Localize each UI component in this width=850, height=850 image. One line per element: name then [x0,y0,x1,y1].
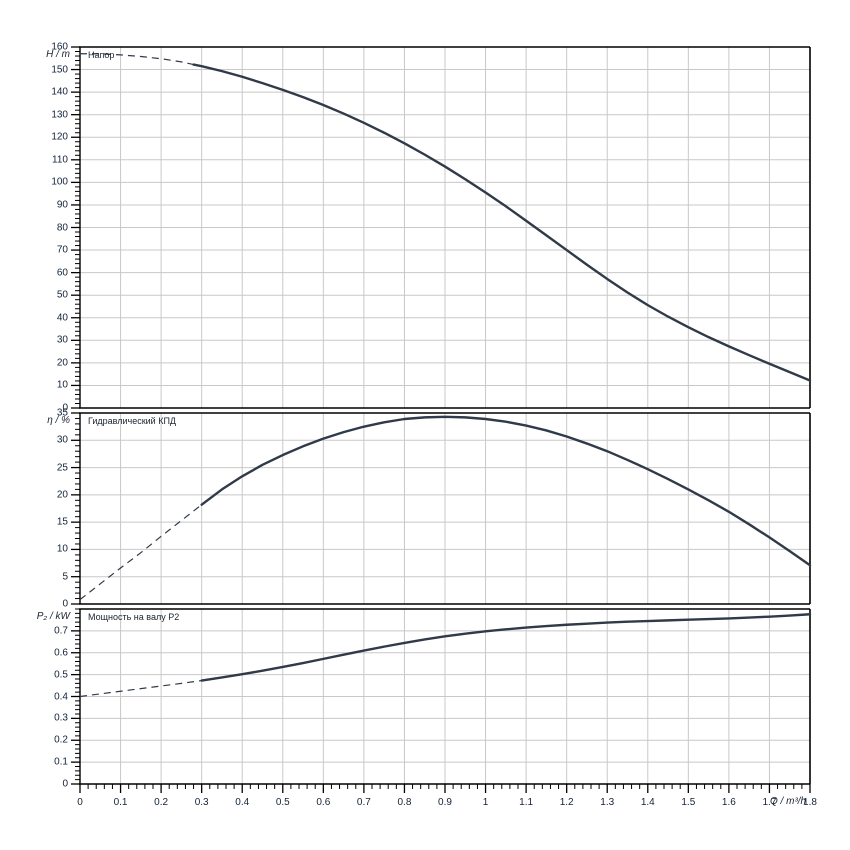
y-tick-label-efficiency: 25 [56,462,68,474]
y-tick-label-head: 70 [56,244,68,256]
y-tick-label-head: 90 [56,199,68,211]
y-tick-label-head: 10 [56,379,68,391]
x-tick-label: 0.1 [113,797,128,808]
x-tick-label: 0.2 [154,797,169,808]
y-tick-label-head: 120 [51,131,68,143]
y-tick-label-head: 80 [56,222,68,233]
y-tick-label-shaft-power: 0.7 [54,625,68,637]
x-tick-label: 0.9 [438,797,452,808]
y-tick-label-head: 30 [56,334,68,346]
x-tick-label: 1.7 [762,797,777,808]
curve-dashed-shaft-power [79,679,202,698]
y-tick-label-efficiency: 5 [62,571,68,583]
panel-caption-shaft-power: Мощность на валу P2 [88,612,180,622]
curve-solid-head [192,63,812,382]
y-tick-label-efficiency: 0 [62,598,68,610]
x-tick-label: 0.3 [194,797,209,808]
x-tick-label: 1.5 [681,797,696,808]
curve-solid-shaft-power [200,613,812,682]
y-tick-label-head: 0 [62,402,68,414]
x-tick-label: 1 [482,797,489,808]
y-tick-label-head: 60 [56,267,68,279]
x-tick-label: 0.6 [316,797,331,808]
y-tick-label-shaft-power: 0.6 [54,647,68,659]
panel-caption-head: Напор [88,50,115,60]
panel-caption-efficiency: Гидравлический КПД [88,416,177,426]
y-tick-label-head: 40 [56,312,68,324]
y-tick-label-shaft-power: 0.4 [54,691,68,702]
y-axis-title-shaft-power: P₂ / kW [36,611,70,622]
y-tick-label-head: 20 [56,357,68,369]
x-tick-label: 0.8 [397,797,412,808]
y-tick-label-efficiency: 30 [56,434,68,446]
x-tick-label: 1.6 [721,797,736,808]
y-tick-label-efficiency: 10 [56,543,68,555]
y-tick-label-shaft-power: 0.3 [54,712,68,724]
y-tick-label-shaft-power: 0 [62,778,68,790]
y-tick-label-head: 150 [51,64,68,76]
x-tick-label: 1.3 [600,797,615,808]
x-tick-label: 0.7 [356,797,371,808]
x-tick-label: 1.8 [803,797,817,808]
y-axis-title-head: H / m [46,49,70,60]
y-tick-label-shaft-power: 0.5 [54,669,68,681]
x-tick-label: 1.4 [640,797,655,808]
x-tick-label: 0.5 [275,797,290,808]
x-tick-label: 0 [77,797,83,808]
y-tick-label-efficiency: 20 [56,489,68,501]
y-axis-title-efficiency: η / % [47,415,70,426]
y-tick-label-head: 100 [51,176,68,188]
y-tick-label-efficiency: 35 [56,407,68,419]
curve-solid-efficiency [200,415,812,567]
y-tick-label-head: 160 [51,41,68,53]
y-tick-label-head: 130 [51,109,68,121]
curve-dashed-efficiency [79,504,203,601]
y-tick-label-head: 50 [56,289,68,301]
x-tick-label: 0.4 [235,797,250,808]
x-tick-label: 1.1 [519,797,534,808]
y-tick-label-shaft-power: 0.2 [54,734,68,746]
curve-dashed-head [80,53,194,66]
y-tick-label-efficiency: 15 [56,516,68,528]
y-tick-label-head: 140 [51,86,68,98]
y-tick-label-shaft-power: 0.1 [54,756,68,768]
x-tick-label: 1.2 [559,797,574,808]
x-axis-title: Q / m³/h [770,796,807,807]
y-tick-label-head: 110 [52,154,68,166]
